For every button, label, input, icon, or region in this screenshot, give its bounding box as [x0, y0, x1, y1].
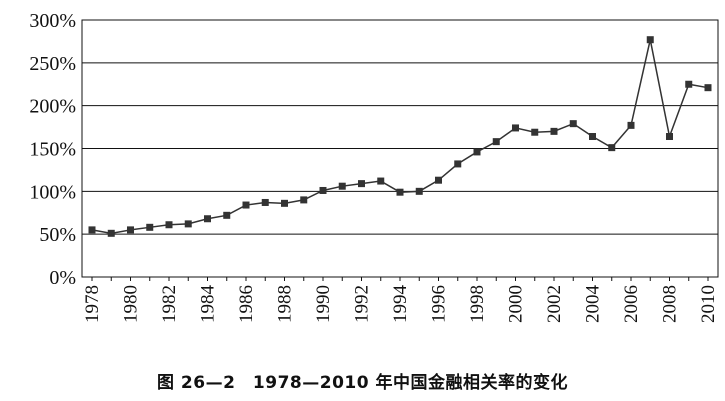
data-point: [88, 226, 96, 234]
data-point: [223, 211, 231, 219]
data-point: [338, 182, 346, 190]
x-tick-label: 2004: [583, 285, 604, 324]
y-tick-label: 50%: [39, 224, 76, 246]
chart-caption: 图 26—2 1978—2010 年中国金融相关率的变化: [157, 373, 568, 393]
data-point: [377, 177, 385, 185]
data-point: [319, 186, 327, 194]
data-point: [435, 176, 442, 184]
data-point: [646, 36, 654, 44]
x-tick-label: 1984: [198, 285, 219, 324]
data-point: [685, 80, 693, 88]
x-tick-label: 2010: [698, 285, 719, 323]
x-tick-label: 1986: [236, 285, 257, 323]
x-tick-label: 1988: [275, 285, 296, 323]
x-axis-ticks: 1978 1980 1982 1984 1986 1988 1990 1992 1994 1996…: [82, 277, 719, 323]
y-tick-label: 150%: [29, 139, 76, 161]
x-tick-label: 1982: [159, 285, 180, 323]
data-point: [512, 124, 519, 132]
data-point: [165, 221, 173, 229]
x-tick-label: 2002: [544, 285, 565, 323]
data-point: [300, 196, 308, 204]
y-tick-label: 250%: [29, 53, 76, 75]
data-point: [281, 199, 288, 207]
data-point: [550, 127, 558, 135]
x-tick-label: 1992: [352, 285, 373, 323]
gridlines: [82, 62, 718, 235]
x-tick-label: 1978: [82, 285, 103, 323]
x-tick-label: 1994: [390, 285, 411, 324]
y-tick-label: 100%: [29, 181, 76, 203]
data-point: [261, 198, 269, 206]
data-point: [396, 188, 404, 196]
data-point: [589, 133, 596, 141]
data-point: [492, 138, 500, 146]
x-tick-label: 2008: [660, 285, 681, 323]
x-tick-label: 2000: [506, 285, 527, 323]
data-point: [569, 120, 577, 128]
data-point: [608, 144, 616, 152]
data-point: [531, 128, 539, 136]
x-tick-label: 1998: [467, 285, 488, 323]
series-line: [91, 39, 709, 235]
data-point: [627, 121, 635, 129]
data-point: [184, 220, 192, 228]
x-tick-label: 1980: [121, 285, 142, 323]
data-point: [666, 133, 673, 141]
data-point: [704, 84, 712, 92]
y-tick-label: 200%: [29, 96, 76, 118]
y-axis-ticks: 0% 50% 100% 150% 200% 250% 300%: [29, 10, 76, 289]
y-tick-label: 300%: [29, 10, 76, 32]
data-point: [454, 160, 462, 168]
data-point: [242, 201, 250, 209]
data-point: [127, 226, 134, 234]
data-point: [107, 229, 115, 237]
data-markers: [88, 36, 712, 237]
data-point: [415, 187, 423, 195]
data-point: [204, 215, 211, 223]
data-point: [473, 148, 481, 156]
y-tick-label: 0%: [49, 267, 76, 289]
x-tick-label: 1996: [429, 285, 450, 323]
data-point: [146, 223, 154, 231]
x-tick-label: 2006: [621, 285, 642, 323]
data-point: [358, 180, 365, 188]
line-chart: 0%50%100%150%200%250%300% 1978 1980 1982 19…: [29, 10, 719, 323]
x-tick-label: 1990: [313, 285, 334, 323]
